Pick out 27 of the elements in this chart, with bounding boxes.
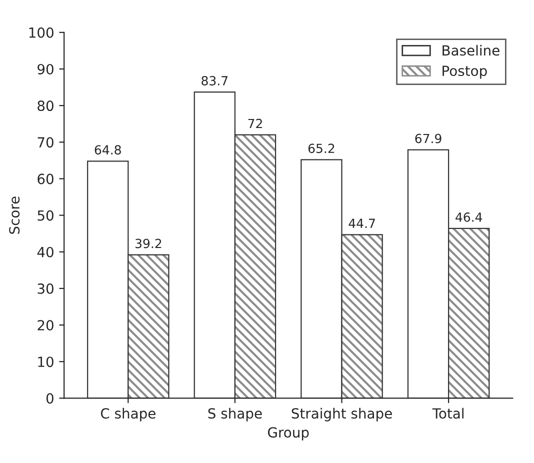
x-axis-title: Group [268, 427, 309, 440]
data-label: 39.2 [135, 238, 162, 248]
y-tick-label: 20 [38, 320, 54, 330]
data-label: 46.4 [456, 212, 482, 222]
x-tick-label: C shape [100, 408, 156, 422]
y-tick-label: 100 [29, 27, 54, 38]
y-tick-label: 50 [38, 210, 54, 221]
y-tick-label: 0 [46, 393, 54, 404]
data-label: 44.7 [348, 218, 375, 228]
data-label: 67.9 [415, 134, 442, 144]
data-label: 65.2 [308, 144, 334, 154]
x-tick-label: Total [432, 408, 464, 419]
y-tick-label: 30 [38, 283, 54, 294]
data-label: 83.7 [202, 76, 228, 86]
data-label: 72 [248, 118, 262, 128]
data-label: 64.8 [94, 145, 121, 155]
legend-label: Baseline [442, 44, 500, 56]
y-tick-label: 80 [38, 100, 54, 112]
y-tick-label: 10 [38, 356, 54, 368]
y-tick-label: 40 [37, 246, 54, 258]
y-tick-label: 60 [38, 174, 54, 184]
y-axis-title: Score [9, 196, 20, 234]
legend-label: Postop [442, 66, 487, 79]
y-tick-label: 90 [38, 64, 54, 74]
y-tick-label: 70 [38, 137, 54, 148]
x-tick-label: Straight shape [292, 408, 392, 422]
x-tick-label: S shape [208, 408, 262, 422]
